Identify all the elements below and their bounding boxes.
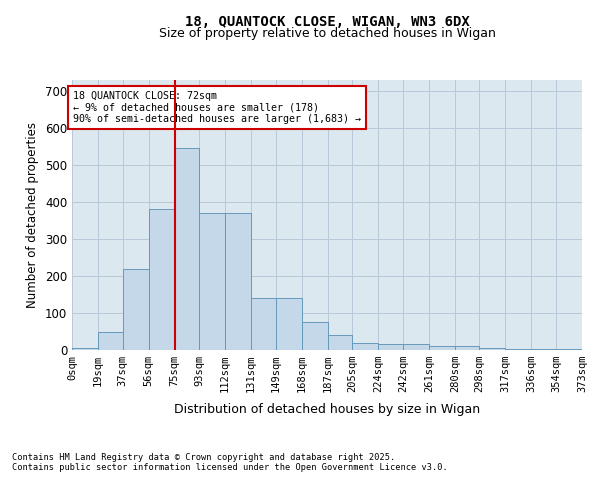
Bar: [149, 210, 175, 350]
Bar: [403, 344, 429, 350]
Text: 18 QUANTOCK CLOSE: 72sqm
← 9% of detached houses are smaller (178)
90% of semi-d: 18 QUANTOCK CLOSE: 72sqm ← 9% of detache…: [73, 91, 361, 124]
Y-axis label: Number of detached properties: Number of detached properties: [26, 122, 40, 308]
Bar: [276, 298, 302, 350]
Bar: [175, 148, 199, 350]
Bar: [378, 344, 403, 350]
Bar: [251, 298, 276, 350]
Bar: [479, 348, 505, 350]
Text: Distribution of detached houses by size in Wigan: Distribution of detached houses by size …: [174, 402, 480, 415]
Bar: [505, 349, 532, 350]
Bar: [98, 332, 122, 350]
Text: Size of property relative to detached houses in Wigan: Size of property relative to detached ho…: [158, 28, 496, 40]
Bar: [199, 213, 225, 350]
Bar: [302, 322, 328, 350]
Text: 18, QUANTOCK CLOSE, WIGAN, WN3 6DX: 18, QUANTOCK CLOSE, WIGAN, WN3 6DX: [185, 15, 469, 29]
Text: Contains public sector information licensed under the Open Government Licence v3: Contains public sector information licen…: [12, 464, 448, 472]
Bar: [225, 213, 251, 350]
Bar: [72, 348, 98, 350]
Bar: [328, 335, 352, 350]
Bar: [122, 268, 149, 350]
Bar: [352, 342, 378, 350]
Bar: [455, 346, 479, 350]
Bar: [429, 346, 455, 350]
Text: Contains HM Land Registry data © Crown copyright and database right 2025.: Contains HM Land Registry data © Crown c…: [12, 454, 395, 462]
